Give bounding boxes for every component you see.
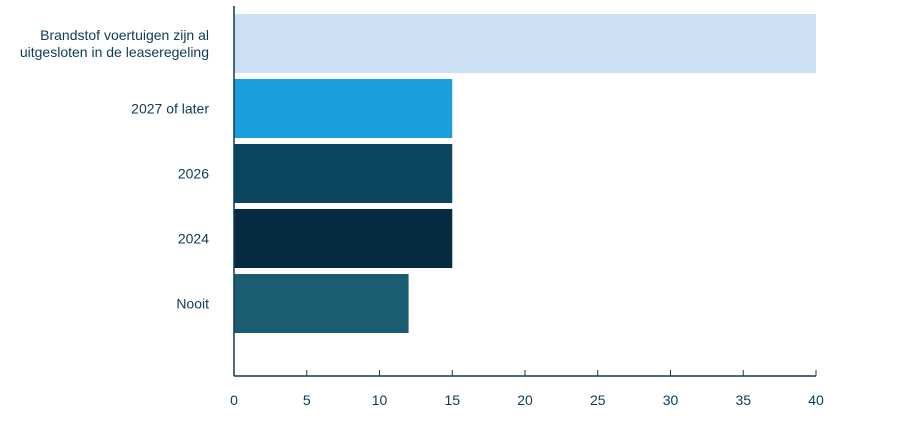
category-label-line: Nooit bbox=[176, 296, 209, 312]
category-label-line: uitgesloten in de leaseregeling bbox=[20, 44, 209, 60]
bar-4 bbox=[234, 274, 409, 333]
category-label-line: Brandstof voertuigen zijn al bbox=[40, 27, 209, 43]
category-label-line: 2026 bbox=[178, 166, 209, 182]
bar-2 bbox=[234, 144, 453, 203]
category-label-1: 2027 of later bbox=[131, 101, 209, 117]
bar-0 bbox=[234, 14, 816, 73]
bars-group bbox=[234, 14, 816, 333]
x-tick-label: 25 bbox=[590, 392, 606, 408]
x-ticks-group: 0 5 10 15 20 25 30 35 40 bbox=[230, 370, 824, 408]
x-tick-label: 0 bbox=[230, 392, 238, 408]
category-label-line: 2027 of later bbox=[131, 101, 209, 117]
category-label-line: 2024 bbox=[178, 231, 209, 247]
bar-3 bbox=[234, 209, 453, 268]
x-tick-label: 5 bbox=[303, 392, 311, 408]
category-labels-group: Brandstof voertuigen zijn al uitgesloten … bbox=[20, 27, 209, 312]
category-label-2: 2026 bbox=[178, 166, 209, 182]
x-tick-label: 20 bbox=[517, 392, 533, 408]
x-tick-label: 15 bbox=[444, 392, 460, 408]
x-tick-label: 35 bbox=[735, 392, 751, 408]
category-label-0: Brandstof voertuigen zijn al uitgesloten … bbox=[20, 27, 209, 60]
x-tick-label: 40 bbox=[808, 392, 824, 408]
x-tick-label: 30 bbox=[663, 392, 679, 408]
category-label-4: Nooit bbox=[176, 296, 209, 312]
bar-1 bbox=[234, 79, 453, 138]
x-tick-label: 10 bbox=[372, 392, 388, 408]
category-label-3: 2024 bbox=[178, 231, 209, 247]
